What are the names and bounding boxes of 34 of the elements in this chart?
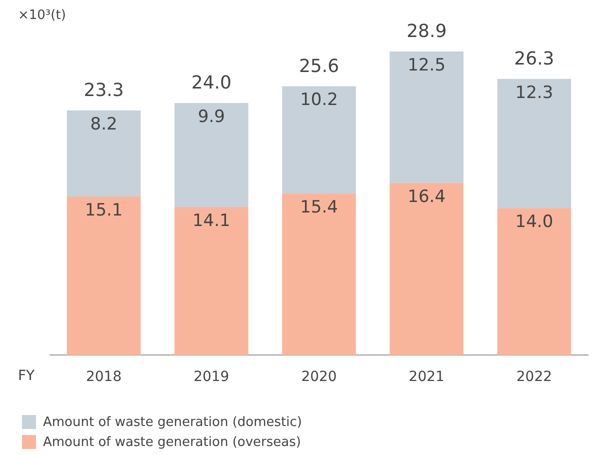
legend-label: Amount of waste generation (overseas) xyxy=(43,434,301,450)
legend-label: Amount of waste generation (domestic) xyxy=(43,414,302,430)
bar xyxy=(497,78,572,208)
data-label: 10.2 xyxy=(300,90,338,110)
x-tick-label: 2022 xyxy=(516,369,552,386)
data-label: 15.4 xyxy=(300,197,338,218)
data-label: 9.9 xyxy=(198,106,225,127)
total-label: 26.3 xyxy=(514,48,554,70)
bar xyxy=(282,193,356,356)
bar xyxy=(390,182,464,356)
x-tick-label: 2020 xyxy=(301,369,337,386)
data-label: 15.1 xyxy=(84,200,123,220)
x-tick-label: 2018 xyxy=(86,369,122,386)
bar xyxy=(497,208,572,356)
data-label: 14.0 xyxy=(515,212,554,232)
data-label: 12.5 xyxy=(408,55,446,76)
total-label: 25.6 xyxy=(298,56,340,77)
data-label: 14.1 xyxy=(192,210,230,231)
data-label: 16.4 xyxy=(408,186,446,207)
bar xyxy=(66,110,141,197)
x-axis-title: FY xyxy=(18,368,36,384)
bar xyxy=(390,52,464,183)
total-label: 23.3 xyxy=(84,80,124,102)
bar xyxy=(282,86,356,194)
bar xyxy=(174,207,248,356)
total-label: 28.9 xyxy=(406,21,447,42)
x-tick-label: 2019 xyxy=(194,369,230,386)
y-axis-title: ×10³(t) xyxy=(18,8,66,23)
x-tick-label: 2021 xyxy=(408,369,444,386)
bar xyxy=(66,196,141,356)
bar xyxy=(174,103,248,208)
total-label: 24.0 xyxy=(191,72,232,94)
data-label: 8.2 xyxy=(90,114,118,134)
data-label: 12.3 xyxy=(515,82,554,103)
